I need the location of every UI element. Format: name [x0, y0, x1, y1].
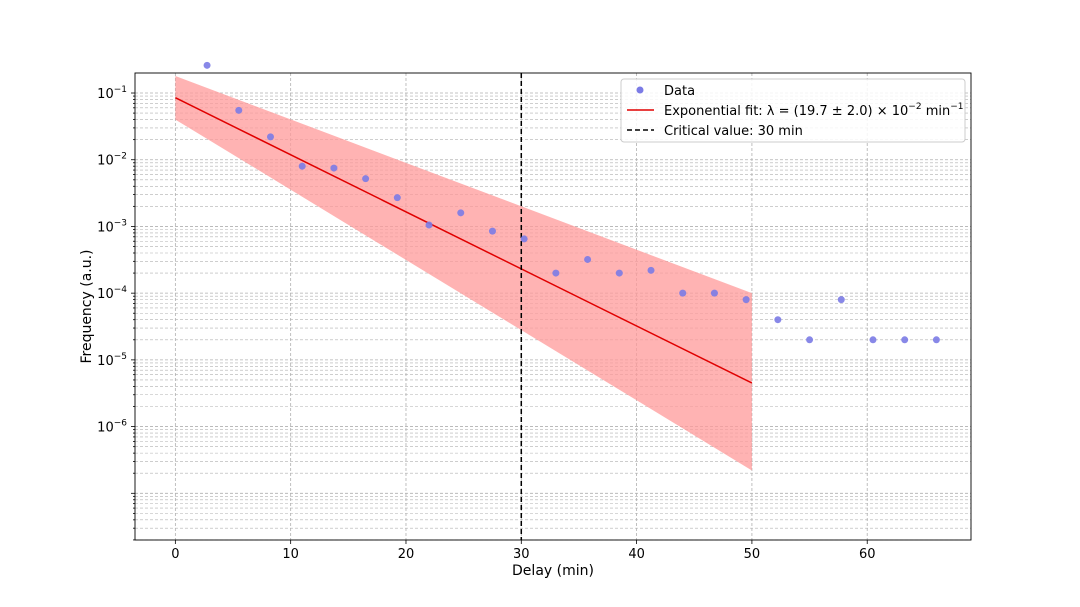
x-tick-label: 50 — [744, 547, 761, 562]
x-tick-label: 30 — [513, 547, 530, 562]
confidence-band-group — [175, 75, 752, 471]
legend: Data Exponential fit: λ = (19.7 ± 2.0) ×… — [620, 78, 966, 143]
data-point — [330, 164, 338, 172]
x-axis-title: Delay (min) — [512, 563, 594, 579]
plot-frame — [134, 72, 972, 541]
data-point — [869, 336, 877, 344]
data-point — [266, 133, 274, 141]
y-tick-label: 10−6 — [97, 419, 127, 436]
data-point — [552, 269, 560, 277]
legend-data-marker — [636, 86, 644, 94]
y-tick-label: 10−2 — [97, 152, 127, 169]
legend-fit-unit-exp: −1 — [950, 102, 963, 112]
x-tick-label: 60 — [859, 547, 876, 562]
data-point — [615, 269, 623, 277]
data-point — [457, 209, 465, 217]
data-point — [425, 221, 433, 229]
data-point — [520, 235, 528, 243]
x-tick-label: 0 — [171, 547, 179, 562]
y-tick-label: 10−5 — [97, 352, 127, 369]
data-point — [774, 316, 782, 324]
data-point — [488, 227, 496, 235]
y-tick-label: 10−1 — [97, 85, 127, 102]
data-point — [679, 289, 687, 297]
axis-ticks: 0 10 20 30 40 50 60 10−6 10−5 10−4 10−3 10−2 10−1 — [97, 85, 875, 562]
data-point — [362, 175, 370, 183]
fit-line-group — [175, 73, 753, 540]
data-point — [647, 266, 655, 274]
data-point — [393, 194, 401, 202]
legend-box — [620, 78, 966, 143]
y-tick-label: 10−3 — [97, 218, 127, 235]
legend-fit-exp: −2 — [908, 102, 921, 112]
data-point — [235, 106, 243, 114]
data-point — [837, 296, 845, 304]
data-point — [806, 336, 814, 344]
fit-line — [175, 97, 753, 384]
x-tick-label: 10 — [282, 547, 299, 562]
legend-fit-label: Exponential fit: λ = (19.7 ± 2.0) × 10−2… — [664, 102, 964, 119]
legend-fit-unit: min — [922, 104, 951, 119]
data-point — [901, 336, 909, 344]
data-point — [932, 336, 940, 344]
data-point — [298, 162, 306, 170]
x-tick-label: 40 — [628, 547, 645, 562]
data-point — [584, 255, 592, 263]
legend-critical-label: Critical value: 30 min — [664, 124, 803, 139]
x-tick-label: 20 — [398, 547, 415, 562]
confidence-band — [175, 75, 752, 471]
legend-data-label: Data — [664, 84, 695, 99]
data-point — [203, 61, 211, 69]
y-tick-label: 10−4 — [97, 285, 127, 302]
data-point — [742, 296, 750, 304]
legend-fit-prefix: Exponential fit: λ = (19.7 ± 2.0) × 10 — [664, 104, 908, 119]
data-point — [710, 289, 718, 297]
data-points — [203, 61, 940, 344]
y-axis-title: Frequency (a.u.) — [79, 249, 95, 363]
